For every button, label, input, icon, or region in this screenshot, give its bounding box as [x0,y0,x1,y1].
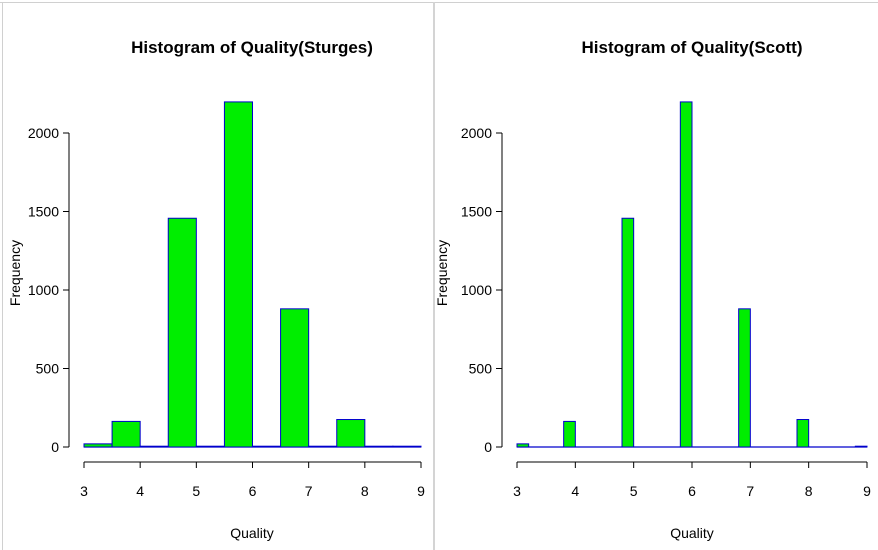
y-tick-label: 500 [36,361,60,377]
x-tick-label: 4 [571,483,579,499]
x-tick-label: 8 [361,483,369,499]
histogram-bar [364,445,394,448]
histogram-bar [139,445,169,448]
y-tick-label: 1500 [28,204,59,220]
histogram-bar [679,101,693,448]
x-axis-label: Quality [230,525,274,541]
panel-divider [433,2,435,550]
y-tick-label: 2000 [28,125,59,141]
x-tick-label: 4 [136,483,144,499]
histogram-bar [336,419,366,448]
histogram-panel-sturges: Histogram of Quality(Sturges) Quality Fr… [0,0,433,550]
histogram-bar [516,443,530,448]
histogram-bar [563,420,576,448]
x-tick-label: 3 [513,483,521,499]
x-tick-label: 6 [249,483,257,499]
y-tick-label: 1500 [461,204,492,220]
histogram-bar [252,445,282,448]
x-tick-label: 7 [305,483,313,499]
x-tick-label: 7 [746,483,754,499]
x-axis-label: Quality [670,525,714,541]
x-tick-label: 9 [863,483,871,499]
histogram-bar [308,445,338,448]
histogram-bar [738,308,751,448]
x-tick-label: 3 [80,483,88,499]
y-tick-label: 1000 [461,282,492,298]
x-tick-label: 5 [630,483,638,499]
x-tick-label: 9 [417,483,425,499]
histogram-bar [796,419,810,448]
x-tick-label: 5 [192,483,200,499]
x-tick-label: 8 [805,483,813,499]
chart-title: Histogram of Quality(Scott) [581,38,802,57]
histogram-bar [854,445,868,448]
y-axis-label: Frequency [7,240,23,306]
y-tick-label: 500 [469,361,493,377]
histogram-bar [392,445,422,448]
y-tick-label: 0 [51,439,59,455]
histogram-bar [280,308,310,448]
histogram-panel-scott: Histogram of Quality(Scott) Quality Freq… [435,0,878,550]
y-tick-label: 1000 [28,282,59,298]
histogram-bar [223,101,254,448]
y-tick-label: 2000 [461,125,492,141]
y-tick-label: 0 [484,439,492,455]
histogram-bar [621,217,635,448]
histogram-bar [167,217,197,448]
y-axis-label: Frequency [435,240,450,306]
histogram-bar [111,420,141,448]
frame-top-border [0,2,878,3]
histogram-sturges-plot: Histogram of Quality(Sturges) Quality Fr… [7,38,425,541]
x-tick-label: 6 [688,483,696,499]
histogram-bar [195,445,225,448]
histogram-scott-plot: Histogram of Quality(Scott) Quality Freq… [435,38,871,541]
frame-left-border [2,2,3,550]
histogram-bar [83,443,113,448]
chart-title: Histogram of Quality(Sturges) [131,38,373,57]
